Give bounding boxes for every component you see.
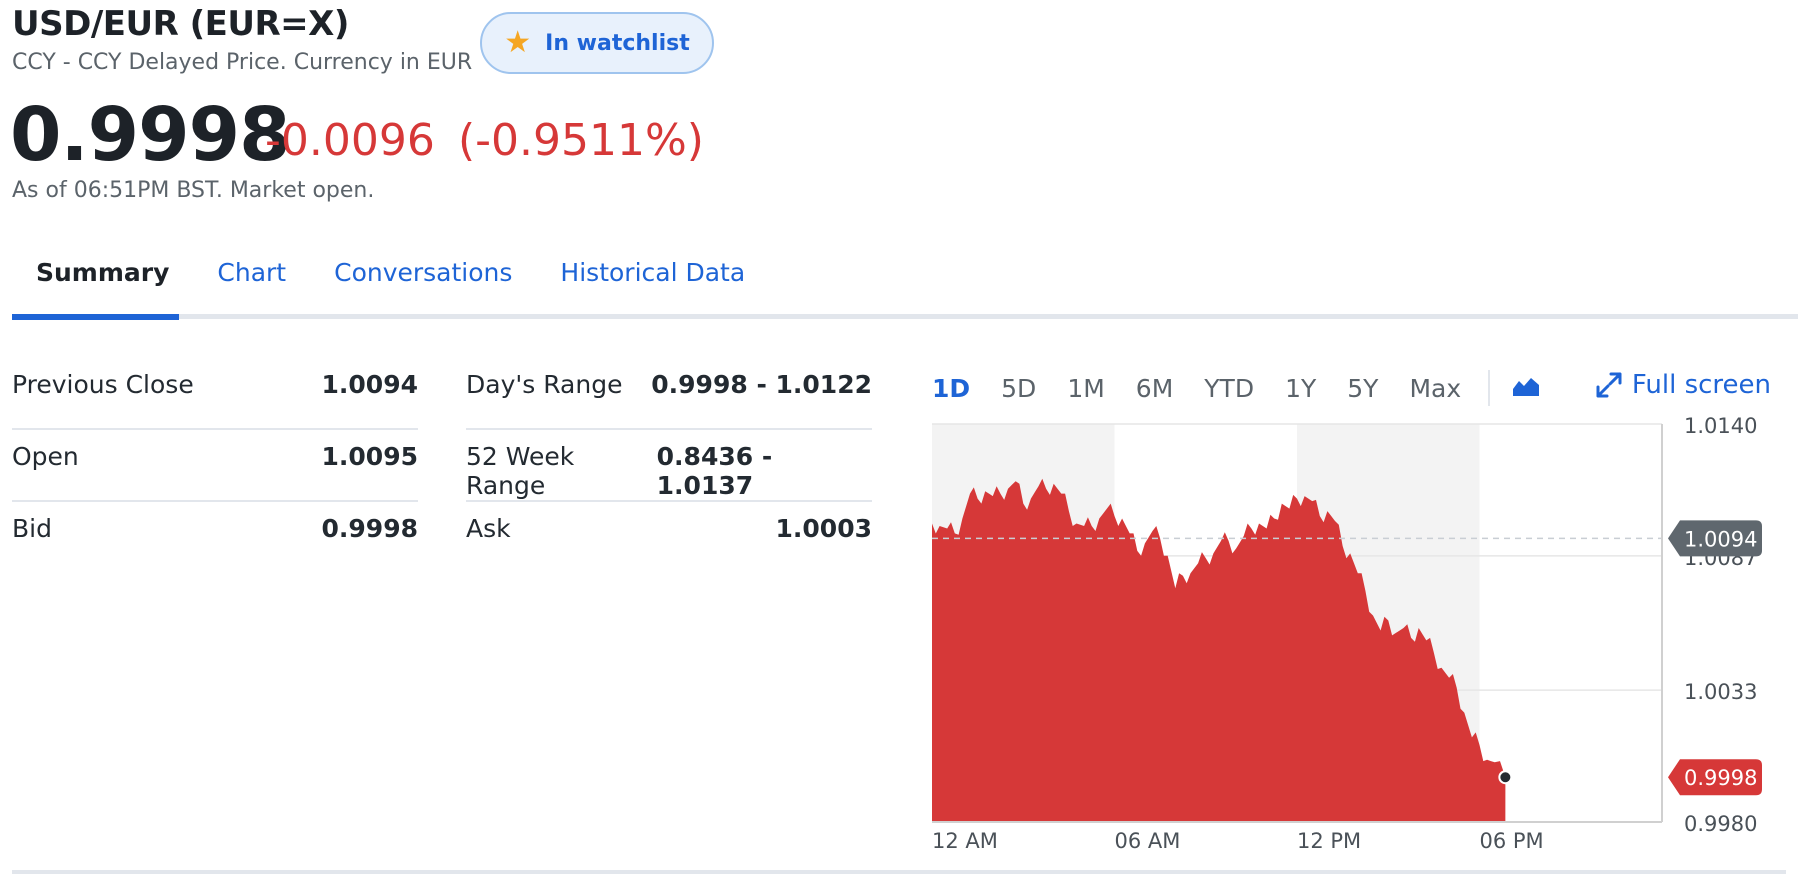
range-5d[interactable]: 5D [1001,373,1037,403]
stat-row-previous-close: Previous Close 1.0094 [12,358,418,430]
active-tab-indicator [12,314,179,320]
x-tick-label: 12 AM [932,829,998,853]
expand-icon [1596,372,1622,398]
price-change: -0.0096 [265,115,435,166]
stat-label: Day's Range [466,370,623,399]
range-max[interactable]: Max [1409,373,1462,403]
x-tick-label: 06 PM [1480,829,1544,853]
price-area [932,478,1506,822]
y-tick-label: 1.0033 [1684,680,1757,704]
fullscreen-label: Full screen [1631,370,1771,400]
stat-row-bid: Bid 0.9998 [12,502,418,574]
range-5y[interactable]: 5Y [1347,373,1379,403]
stat-row-52-week-range: 52 Week Range 0.8436 - 1.0137 [466,430,872,502]
watchlist-button[interactable]: ★ In watchlist [480,12,714,74]
stat-row-ask: Ask 1.0003 [466,502,872,574]
range-ytd[interactable]: YTD [1204,373,1255,403]
stat-value: 1.0094 [321,370,418,399]
current-price: 0.9998 [10,92,291,178]
stat-label: 52 Week Range [466,442,575,500]
fullscreen-button[interactable]: Full screen [1596,370,1771,400]
stat-value: 0.9998 - 1.0122 [651,370,872,399]
tab-historical-data[interactable]: Historical Data [560,258,746,287]
range-1m[interactable]: 1M [1067,373,1105,403]
range-6m[interactable]: 6M [1135,373,1174,403]
stat-value: 0.8436 - 1.0137 [656,442,773,500]
stat-row-days-range: Day's Range 0.9998 - 1.0122 [466,358,872,430]
area-chart-icon[interactable] [1512,375,1540,401]
stat-label: Previous Close [12,370,194,399]
section-divider [12,870,1786,874]
quote-tabs: Summary Chart Conversations Historical D… [12,255,769,317]
price-change-percent: (-0.9511%) [458,115,704,166]
range-selector: 1D 5D 1M 6M YTD 1Y 5Y Max [932,370,1540,406]
stat-value: 1.0003 [775,514,872,543]
last-price-badge [1668,759,1762,796]
tab-summary[interactable]: Summary [36,258,170,287]
stat-label: Open [12,442,79,471]
watchlist-label: In watchlist [545,30,690,56]
stats-table-left: Previous Close 1.0094 Open 1.0095 Bid 0.… [12,358,418,574]
stat-label: Bid [12,514,52,543]
tabs-divider [12,314,1798,319]
y-tick-label: 1.0140 [1684,414,1757,438]
x-tick-label: 12 PM [1297,829,1361,853]
stat-label: Ask [466,514,511,543]
previous-close-label: 1.0094 [1684,527,1757,551]
tab-conversations[interactable]: Conversations [334,258,513,287]
range-1y[interactable]: 1Y [1285,373,1317,403]
page-title: USD/EUR (EUR=X) [12,4,349,44]
quote-subtitle: CCY - CCY Delayed Price. Currency in EUR [12,50,473,75]
stat-value: 1.0095 [321,442,418,471]
range-1d[interactable]: 1D [932,373,971,403]
tab-chart[interactable]: Chart [217,258,287,287]
stat-row-open: Open 1.0095 [12,430,418,502]
previous-close-badge [1668,520,1762,557]
last-price-dot [1498,770,1513,785]
x-tick-label: 06 AM [1115,829,1181,853]
star-icon: ★ [504,25,532,60]
stat-value: 0.9998 [321,514,418,543]
controls-divider [1488,370,1491,406]
last-price-label: 0.9998 [1684,766,1757,790]
stats-table-right: Day's Range 0.9998 - 1.0122 52 Week Rang… [466,358,872,574]
y-tick-label: 0.9980 [1684,812,1757,836]
market-status: As of 06:51PM BST. Market open. [12,178,375,203]
